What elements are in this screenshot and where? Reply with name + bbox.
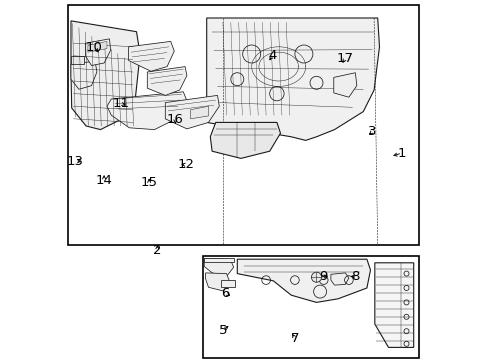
Polygon shape [107,92,186,130]
Text: 8: 8 [350,270,359,283]
Polygon shape [128,41,174,71]
Circle shape [311,272,321,282]
Text: 14: 14 [96,174,112,186]
Text: 16: 16 [166,113,183,126]
Text: 12: 12 [177,158,194,171]
Polygon shape [205,273,230,291]
Polygon shape [237,259,370,302]
Polygon shape [147,67,186,95]
Polygon shape [374,263,413,347]
Polygon shape [221,280,235,287]
Text: 9: 9 [318,270,326,283]
Polygon shape [330,273,348,285]
Text: 4: 4 [267,49,276,62]
Polygon shape [206,18,379,140]
Polygon shape [190,106,208,119]
Polygon shape [204,258,233,262]
Text: 15: 15 [141,176,157,189]
Text: 3: 3 [367,125,376,138]
Bar [68,5,418,245]
Text: 2: 2 [153,244,162,257]
Polygon shape [71,61,97,89]
Polygon shape [71,56,84,64]
Polygon shape [88,41,107,52]
Text: 7: 7 [290,332,299,345]
Text: 6: 6 [221,287,229,300]
Text: 13: 13 [67,155,83,168]
Polygon shape [165,95,219,129]
Text: 17: 17 [336,52,353,65]
Text: 10: 10 [86,41,102,54]
Polygon shape [204,258,233,276]
Polygon shape [210,122,280,158]
Text: 11: 11 [113,97,130,110]
Text: 5: 5 [218,324,227,337]
Bar [203,256,418,358]
Polygon shape [333,73,356,97]
Polygon shape [85,39,110,66]
Polygon shape [71,21,140,130]
Text: 1: 1 [397,147,406,159]
